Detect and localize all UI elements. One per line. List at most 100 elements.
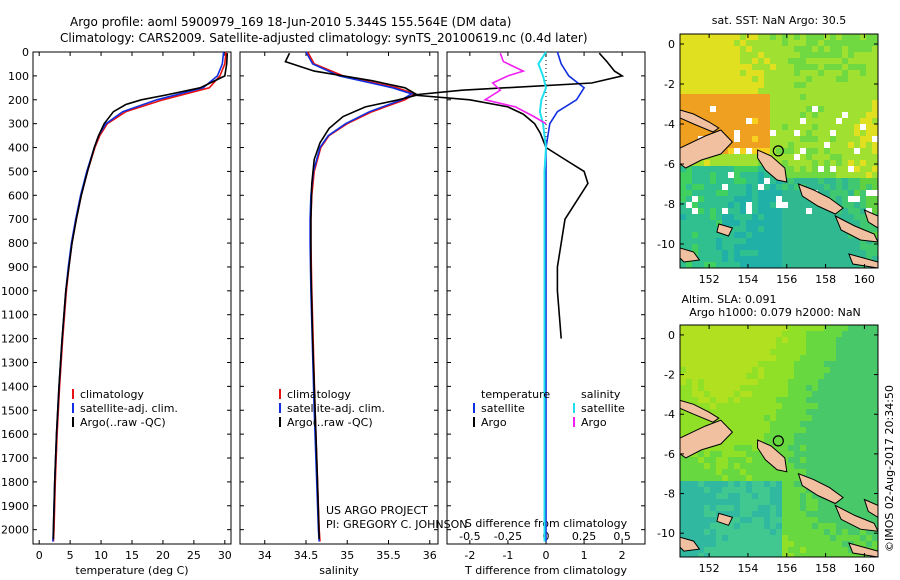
y-tick-label: 2000 (1, 524, 29, 537)
profile-panels: 0100200300400500600700800900100011001200… (1, 46, 646, 577)
x-tick-label: 152 (699, 562, 720, 575)
series-line-2 (52, 53, 229, 540)
y-tick-label: 1600 (1, 428, 29, 441)
x-axis-label: T difference from climatology (464, 564, 627, 577)
x2-tick-label: -0.25 (494, 530, 522, 543)
series-line-2 (284, 52, 420, 540)
map-field (680, 325, 878, 557)
legend-label: climatology (287, 388, 351, 401)
map-title: sat. SST: NaN Argo: 30.5 (712, 14, 846, 27)
legend-label: satellite (481, 402, 525, 415)
y-tick-label: 1000 (1, 285, 29, 298)
legend-label: satellite (581, 402, 625, 415)
x-tick-label: 34.5 (294, 549, 319, 562)
legend-label: climatology (80, 388, 144, 401)
land-mass (797, 472, 844, 505)
y-tick-label: -4 (664, 118, 675, 131)
land-mass (716, 223, 734, 237)
panel-frame (32, 51, 232, 545)
y-tick-label: 600 (8, 189, 29, 202)
panel-temperature: 0100200300400500600700800900100011001200… (1, 46, 232, 577)
x-tick-label: 35 (340, 549, 354, 562)
series-line-1 (305, 51, 414, 542)
series-line-2 (537, 51, 548, 542)
y-tick-label: -6 (664, 158, 675, 171)
map-subtitle: Argo h1000: 0.079 h2000: NaN (689, 306, 861, 319)
x-tick-label: 160 (854, 562, 875, 575)
annotation-line2: PI: GREGORY C. JOHNSON (326, 518, 467, 531)
y-tick-label: 1500 (1, 404, 29, 417)
x-tick-label: 152 (699, 273, 720, 286)
annotation-block: US ARGO PROJECT PI: GREGORY C. JOHNSON (326, 504, 467, 531)
panel-sla-map: 152 154 156 158 160 0 -2 -4 -6 -8 -10 Altim. SLA: 0… (657, 293, 879, 575)
panel-difference: -2 -1 0 1 2 T difference from climatology -0.5… (412, 51, 646, 577)
x2-tick-label: -0.5 (459, 530, 480, 543)
y-tick-label: 1300 (1, 356, 29, 369)
x2-tick-label: 0.5 (613, 530, 631, 543)
x-tick-label: 20 (156, 549, 170, 562)
land-mass (680, 399, 720, 423)
legend-label: satellite-adj. clim. (287, 402, 385, 415)
land-mass (757, 439, 788, 473)
land-mass (834, 214, 878, 243)
land-mass (848, 253, 878, 268)
y-tick-label: 200 (8, 94, 29, 107)
y-tick-label: -2 (664, 78, 675, 91)
x-tick-label: 158 (815, 273, 836, 286)
y-tick-label: -10 (657, 527, 675, 540)
x-tick-label: 158 (815, 562, 836, 575)
series-line-3 (483, 52, 547, 125)
legend-group-title: salinity (581, 388, 621, 401)
x-tick-label: 15 (125, 549, 139, 562)
x-tick-label: 2 (619, 549, 626, 562)
map-frame (679, 324, 879, 558)
map-field (680, 34, 878, 268)
y-tick-label: -2 (664, 369, 675, 382)
map-frame (679, 33, 879, 269)
series-line-0 (545, 51, 586, 542)
x-tick-label: 156 (776, 562, 797, 575)
y-tick-label: -8 (664, 198, 675, 211)
series-line-1 (52, 51, 225, 542)
legend-label: Argo (481, 416, 507, 429)
y-tick-label: 500 (8, 165, 29, 178)
x-tick-label: 35.5 (376, 549, 401, 562)
series-line-1 (412, 52, 625, 339)
header-line1: Argo profile: aoml 5900979_169 18-Jun-20… (70, 15, 511, 29)
series-line-0 (52, 51, 227, 542)
legend-label: Argo (581, 416, 607, 429)
x-tick-label: 154 (737, 562, 758, 575)
x-tick-label: 25 (187, 549, 201, 562)
legend-label: Argo(..raw -QC) (287, 416, 373, 429)
x-axis-label: temperature (deg C) (75, 564, 188, 577)
y-tick-label: -4 (664, 408, 675, 421)
y-tick-label: -6 (664, 448, 675, 461)
x-tick-label: 36 (423, 549, 437, 562)
x-tick-label: -2 (464, 549, 475, 562)
x-tick-label: 5 (67, 549, 74, 562)
panel-frame (239, 51, 439, 545)
y-tick-label: 300 (8, 118, 29, 131)
argo-position-marker (772, 435, 784, 447)
x-axis-label: salinity (319, 564, 359, 577)
x-tick-label: 34 (258, 549, 272, 562)
annotation-line1: US ARGO PROJECT (326, 504, 428, 517)
y-tick-label: 1200 (1, 333, 29, 346)
x-tick-label: 154 (737, 273, 758, 286)
x-tick-label: 30 (218, 549, 232, 562)
x-tick-label: 10 (94, 549, 108, 562)
y-tick-label: 400 (8, 142, 29, 155)
y-tick-label: 0 (668, 329, 675, 342)
x-tick-label: -1 (502, 549, 513, 562)
land-mass (757, 149, 788, 183)
x2-tick-label: 0.25 (572, 530, 597, 543)
y-tick-label: 1400 (1, 380, 29, 393)
land-mass (863, 209, 878, 229)
y-tick-label: -8 (664, 488, 675, 501)
x-tick-label: 0 (36, 549, 43, 562)
y-tick-label: 0 (668, 38, 675, 51)
land-mass (716, 512, 734, 526)
land-mass (797, 183, 844, 215)
land-mass (680, 109, 720, 133)
